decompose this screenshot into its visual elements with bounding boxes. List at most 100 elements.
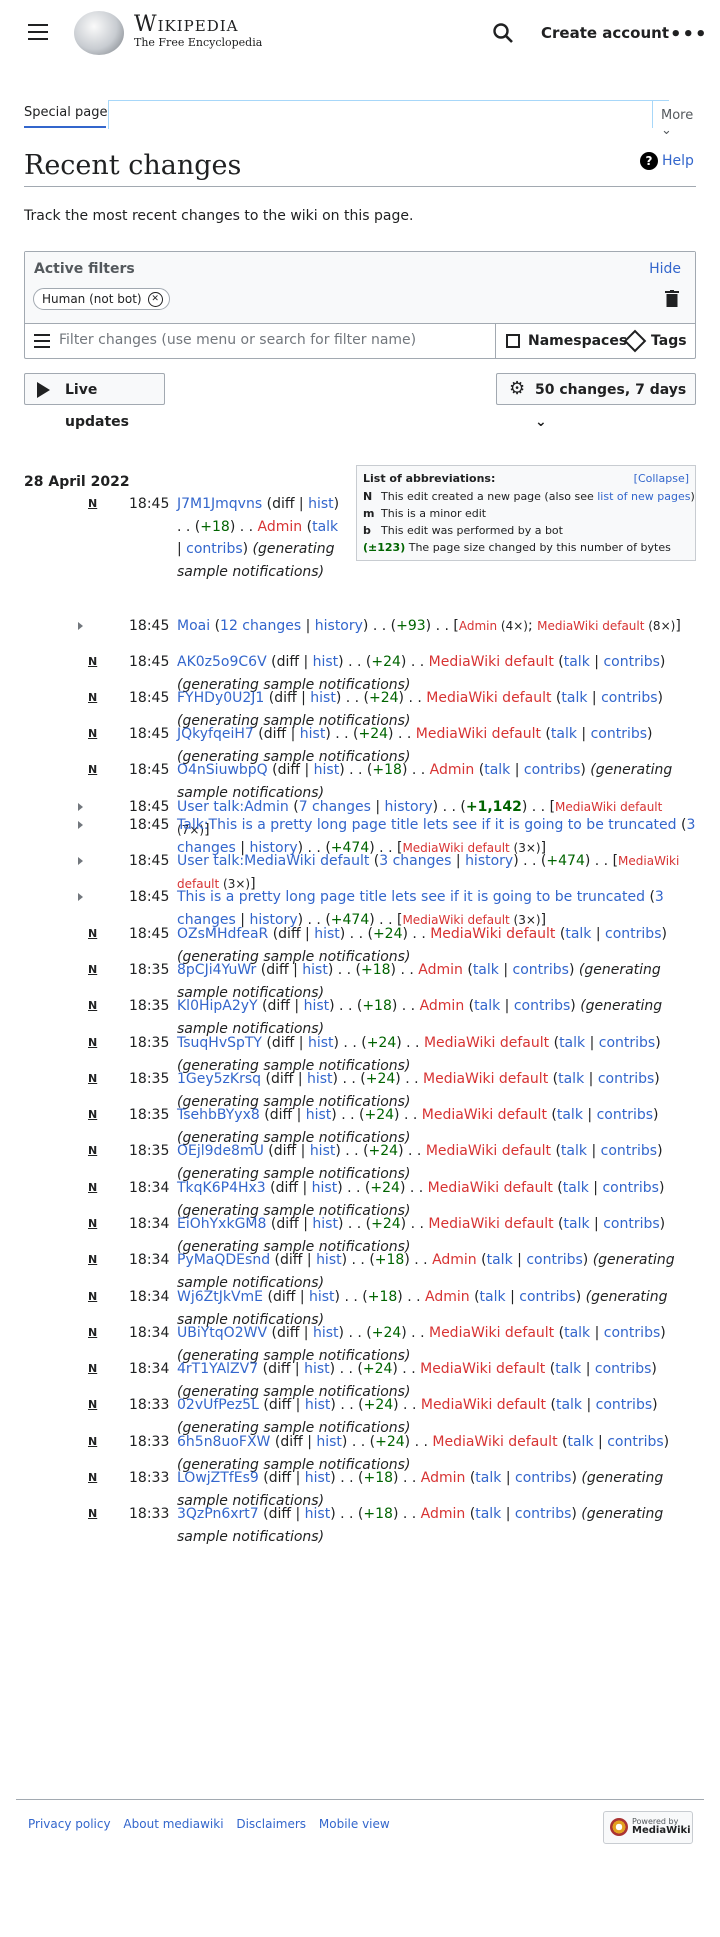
user-link[interactable]: MediaWiki default — [537, 619, 645, 633]
page-title-link[interactable]: OEjl9de8mU — [177, 1143, 264, 1159]
page-title-link[interactable]: UBiYtqO2WV — [177, 1325, 268, 1341]
user-link[interactable]: Admin — [420, 1506, 466, 1522]
legend-collapse-link[interactable]: [Collapse] — [633, 472, 689, 485]
talk-link[interactable]: talk — [475, 1470, 502, 1486]
hist-link[interactable]: hist — [312, 1216, 338, 1232]
page-title-link[interactable]: TsuqHvSpTY — [177, 1035, 262, 1051]
talk-link[interactable]: talk — [563, 1216, 590, 1232]
list-of-new-pages-link[interactable]: list of new pages — [597, 490, 691, 503]
talk-link[interactable]: talk — [550, 726, 577, 742]
page-title-link[interactable]: Kl0HipA2yY — [177, 998, 258, 1014]
user-link[interactable]: MediaWiki default — [420, 1397, 547, 1413]
expand-arrow-icon[interactable] — [78, 893, 83, 901]
search-icon[interactable] — [492, 22, 514, 44]
expand-arrow-icon[interactable] — [78, 803, 83, 811]
hist-link[interactable]: hist — [299, 726, 326, 742]
expand-arrow-icon[interactable] — [78, 622, 83, 630]
contribs-link[interactable]: contribs — [598, 1035, 656, 1051]
hist-link[interactable]: hist — [303, 998, 330, 1014]
hist-link[interactable]: hist — [307, 1071, 333, 1087]
page-title-link[interactable]: PyMaQDEsnd — [177, 1252, 271, 1268]
contribs-link[interactable]: contribs — [513, 998, 571, 1014]
contribs-link[interactable]: contribs — [526, 1252, 583, 1268]
changes-count-link[interactable]: 3 changes — [177, 889, 664, 928]
main-menu-icon[interactable] — [28, 24, 48, 40]
about-link[interactable]: About mediawiki — [123, 1817, 224, 1831]
contribs-link[interactable]: contribs — [590, 726, 648, 742]
hist-link[interactable]: hist — [304, 1470, 331, 1486]
page-title-link[interactable]: LOwjZTfEs9 — [177, 1470, 259, 1486]
talk-link[interactable]: talk — [559, 1035, 586, 1051]
user-link[interactable]: Admin — [419, 998, 465, 1014]
hist-link[interactable]: hist — [309, 1289, 335, 1305]
contribs-link[interactable]: contribs — [523, 762, 581, 778]
talk-link[interactable]: talk — [312, 518, 339, 535]
more-options-icon[interactable]: ••• — [670, 24, 708, 45]
changes-count-link[interactable]: 12 changes — [220, 618, 302, 634]
user-link[interactable]: MediaWiki default — [421, 1107, 547, 1123]
page-title-link[interactable]: 4rT1YAlZV7 — [177, 1361, 259, 1377]
hist-link[interactable]: hist — [316, 1252, 342, 1268]
page-title-link[interactable]: EiOhYxkGM8 — [177, 1216, 267, 1232]
page-title-link[interactable]: TsehbBYyx8 — [177, 1107, 260, 1123]
history-link[interactable]: history — [465, 853, 514, 869]
hist-link[interactable]: hist — [316, 1434, 342, 1450]
changes-count-link[interactable]: 3 changes — [379, 853, 452, 869]
user-link[interactable]: Admin — [425, 1289, 470, 1305]
contribs-link[interactable]: contribs — [602, 1180, 659, 1196]
changes-limit-button[interactable]: ⚙ 50 changes, 7 days ⌄ — [496, 373, 696, 430]
wikipedia-globe-logo[interactable] — [74, 11, 124, 55]
user-link[interactable]: MediaWiki default — [430, 926, 556, 942]
more-menu[interactable]: More ⌄ — [652, 100, 708, 138]
create-account-link[interactable]: Create account — [541, 24, 670, 42]
hist-link[interactable]: hist — [313, 762, 340, 778]
page-title-link[interactable]: FYHDy0U2J1 — [177, 690, 265, 706]
hist-link[interactable]: hist — [309, 1143, 336, 1159]
contribs-link[interactable]: contribs — [607, 1434, 664, 1450]
contribs-link[interactable]: contribs — [603, 654, 660, 670]
contribs-link[interactable]: contribs — [594, 1361, 652, 1377]
contribs-link[interactable]: contribs — [519, 1289, 576, 1305]
page-title-link[interactable]: Wj6ZtJkVmE — [177, 1289, 264, 1305]
talk-link[interactable]: talk — [556, 1107, 583, 1123]
hist-link[interactable]: hist — [314, 926, 340, 942]
user-link[interactable]: Admin — [458, 619, 498, 633]
hist-link[interactable]: hist — [304, 1361, 330, 1377]
hist-link[interactable]: hist — [311, 1180, 338, 1196]
hist-link[interactable]: hist — [304, 1397, 331, 1413]
user-link[interactable]: MediaWiki default — [415, 726, 541, 742]
hist-link[interactable]: hist — [310, 690, 336, 706]
page-title-link[interactable]: TkqK6P4Hx3 — [177, 1180, 266, 1196]
contribs-link[interactable]: contribs — [514, 1506, 572, 1522]
page-title-link[interactable]: 1Gey5zKrsq — [177, 1071, 262, 1087]
contribs-link[interactable]: contribs — [603, 1216, 660, 1232]
talk-link[interactable]: talk — [555, 1361, 582, 1377]
contribs-link[interactable]: contribs — [601, 690, 658, 706]
hist-link[interactable]: hist — [312, 654, 339, 670]
user-link[interactable]: MediaWiki default — [402, 840, 510, 855]
talk-link[interactable]: talk — [560, 1143, 587, 1159]
trash-icon[interactable] — [665, 290, 679, 307]
talk-link[interactable]: talk — [486, 1252, 513, 1268]
contribs-link[interactable]: contribs — [596, 1107, 654, 1123]
user-link[interactable]: MediaWiki default — [428, 654, 554, 670]
user-link[interactable]: Admin — [429, 762, 475, 778]
page-title-link[interactable]: 6h5n8uoFXW — [177, 1434, 271, 1450]
user-link[interactable]: MediaWiki default — [427, 1180, 553, 1196]
talk-link[interactable]: talk — [562, 1180, 589, 1196]
page-title-link[interactable]: User talk:MediaWiki default — [177, 853, 370, 869]
user-link[interactable]: MediaWiki default — [432, 1434, 558, 1450]
history-link[interactable]: history — [384, 799, 433, 815]
hist-link[interactable]: hist — [304, 1506, 331, 1522]
page-title-link[interactable]: AK0z5o9C6V — [177, 654, 267, 670]
page-title-link[interactable]: Talk:This is a pretty long page title le… — [177, 817, 677, 833]
talk-link[interactable]: talk — [561, 690, 588, 706]
powered-by-mediawiki-badge[interactable]: Powered by MediaWiki — [603, 1811, 693, 1844]
user-link[interactable]: Admin — [420, 1470, 466, 1486]
talk-link[interactable]: talk — [484, 762, 511, 778]
hist-link[interactable]: hist — [307, 1035, 334, 1051]
page-title-link[interactable]: User talk:Admin — [177, 799, 289, 815]
user-link[interactable]: MediaWiki default — [402, 912, 510, 927]
user-link[interactable]: MediaWiki default — [177, 854, 680, 891]
talk-link[interactable]: talk — [564, 1325, 591, 1341]
